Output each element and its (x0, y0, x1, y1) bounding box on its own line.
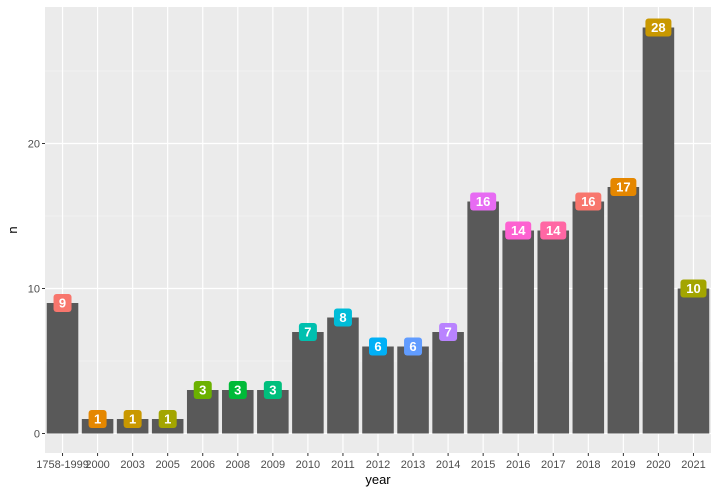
x-tick-label: 2012 (366, 459, 390, 471)
x-tick-label: 2015 (471, 459, 495, 471)
x-tick-label: 2017 (541, 459, 565, 471)
x-tick-label: 2019 (611, 459, 635, 471)
data-label-text: 1 (94, 412, 101, 427)
data-label: 6 (369, 337, 387, 356)
x-tick-label: 2014 (436, 459, 460, 471)
data-labels: 9 1 1 1 3 3 3 7 8 6 6 7 16 14 14 16 17 28 10 (53, 18, 707, 428)
bars (46, 27, 710, 434)
data-label-box (263, 381, 282, 399)
x-tick-label: 2013 (401, 459, 425, 471)
bar (572, 201, 605, 434)
x-tick-label: 2000 (85, 459, 109, 471)
data-label: 3 (228, 381, 247, 399)
x-tick-label: 2018 (576, 459, 600, 471)
data-label-text: 10 (686, 281, 700, 296)
data-label: 16 (470, 192, 497, 211)
data-label: 17 (610, 178, 637, 196)
data-label-box (88, 410, 107, 428)
data-label-text: 7 (304, 325, 311, 340)
data-label-box (439, 323, 458, 341)
data-label-text: 17 (616, 180, 630, 195)
data-label-text: 3 (234, 383, 241, 398)
data-label: 9 (53, 294, 72, 312)
data-label-text: 6 (409, 339, 416, 354)
x-tick-label: 2020 (646, 459, 670, 471)
data-label-box (404, 337, 423, 356)
data-label-text: 9 (59, 296, 66, 311)
data-label: 28 (645, 18, 672, 37)
data-label-box (123, 410, 142, 428)
data-label: 10 (680, 279, 707, 298)
data-label: 1 (88, 410, 107, 428)
data-label-box (369, 337, 387, 356)
x-tick-label: 2008 (226, 459, 250, 471)
bar (46, 303, 79, 434)
data-label-box (540, 221, 567, 240)
y-tick-label: 20 (28, 139, 40, 151)
data-label-text: 8 (339, 310, 346, 325)
data-label: 14 (505, 221, 532, 240)
x-tick-label: 2011 (331, 459, 355, 471)
data-label: 1 (123, 410, 142, 428)
data-label-box (470, 192, 497, 211)
y-tick-label: 0 (34, 429, 40, 441)
data-label-text: 14 (546, 223, 561, 238)
data-label-box (333, 308, 352, 327)
data-label-box (228, 381, 247, 399)
data-label: 1 (158, 410, 177, 428)
data-label-text: 28 (651, 20, 665, 35)
bar (362, 346, 394, 434)
data-label: 16 (575, 192, 602, 211)
data-label: 7 (439, 323, 458, 341)
data-label-text: 3 (269, 383, 276, 398)
data-label-text: 7 (444, 325, 451, 340)
y-tick-label: 10 (28, 284, 40, 296)
data-label-text: 1 (164, 412, 171, 427)
x-tick-label: 2006 (190, 459, 214, 471)
data-label-box (505, 221, 532, 240)
data-label: 14 (540, 221, 567, 240)
data-label-text: 14 (511, 223, 526, 238)
bar (292, 332, 324, 434)
data-label: 7 (298, 323, 317, 341)
x-tick-label: 2005 (155, 459, 179, 471)
bar (502, 230, 534, 434)
data-label-box (680, 279, 707, 298)
data-label-box (193, 381, 212, 399)
bar (607, 187, 640, 434)
bar (397, 346, 429, 434)
bar (642, 27, 675, 434)
y-axis-ticks: 0 10 20 (28, 139, 45, 441)
data-label-box (298, 323, 317, 341)
x-tick-label: 2010 (296, 459, 320, 471)
x-tick-label: 2009 (261, 459, 285, 471)
bar (327, 317, 359, 434)
data-label: 6 (404, 337, 423, 356)
data-label-text: 6 (374, 339, 381, 354)
data-label-text: 3 (199, 383, 206, 398)
x-tick-label: 1758-1999 (36, 459, 89, 471)
bar (677, 288, 710, 434)
data-label-text: 1 (129, 412, 136, 427)
bar (467, 201, 499, 434)
x-tick-label: 2021 (681, 459, 705, 471)
data-label-text: 16 (476, 194, 490, 209)
y-axis-title: n (5, 226, 20, 233)
data-label-box (645, 18, 672, 37)
bar (537, 230, 570, 434)
data-label: 3 (193, 381, 212, 399)
data-label-box (610, 178, 637, 196)
x-tick-label: 2003 (120, 459, 144, 471)
data-label: 3 (263, 381, 282, 399)
data-label-text: 16 (581, 194, 595, 209)
bar (432, 332, 464, 434)
data-label: 8 (333, 308, 352, 327)
x-tick-label: 2016 (506, 459, 530, 471)
data-label-box (158, 410, 177, 428)
x-axis-title: year (365, 472, 391, 487)
data-label-box (53, 294, 72, 312)
data-label-box (575, 192, 602, 211)
